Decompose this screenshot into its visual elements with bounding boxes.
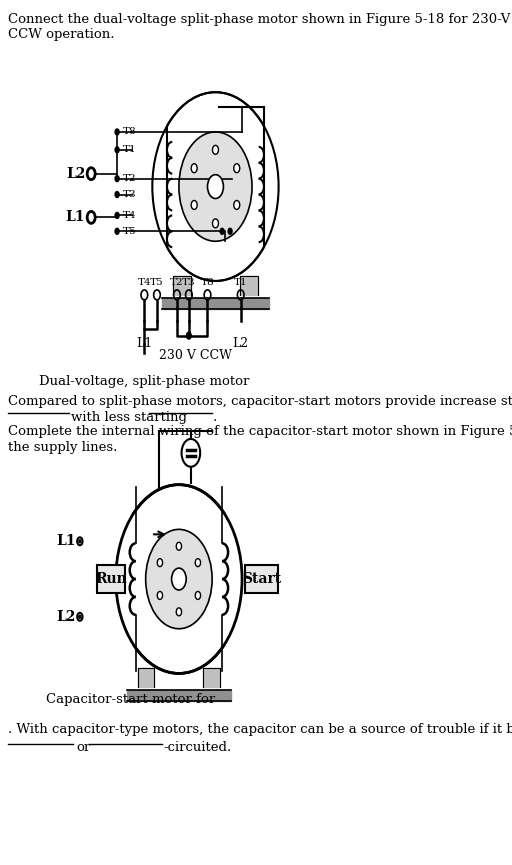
FancyBboxPatch shape (97, 565, 125, 593)
Circle shape (116, 484, 242, 674)
Text: CCW operation.: CCW operation. (8, 28, 115, 41)
Text: T3: T3 (123, 190, 137, 199)
Polygon shape (203, 669, 220, 688)
Text: L2: L2 (232, 337, 249, 350)
Circle shape (172, 568, 186, 590)
Circle shape (186, 332, 191, 339)
Text: -circuited.: -circuited. (164, 741, 232, 754)
Text: the supply lines.: the supply lines. (8, 441, 117, 454)
Text: Capacitor-start motor for: Capacitor-start motor for (46, 694, 215, 707)
Circle shape (87, 211, 95, 223)
Circle shape (176, 608, 182, 616)
Text: T2: T2 (123, 174, 137, 183)
Text: 230 V CCW: 230 V CCW (159, 349, 232, 362)
Circle shape (115, 228, 119, 234)
Circle shape (157, 559, 163, 567)
Circle shape (191, 163, 197, 173)
Polygon shape (173, 276, 191, 295)
Circle shape (115, 176, 119, 182)
Text: L2: L2 (66, 167, 85, 181)
Text: T8: T8 (123, 127, 137, 137)
Text: . With capacitor-type motors, the capacitor can be a source of trouble if it bec: . With capacitor-type motors, the capaci… (8, 723, 512, 736)
Polygon shape (127, 690, 231, 702)
Text: T5: T5 (123, 227, 137, 236)
Text: Connect the dual-voltage split-phase motor shown in Figure 5-18 for 230-V: Connect the dual-voltage split-phase mot… (8, 13, 510, 26)
Circle shape (146, 529, 212, 629)
Text: T8: T8 (201, 279, 215, 287)
Text: Start: Start (242, 572, 281, 586)
Circle shape (234, 163, 240, 173)
Circle shape (220, 228, 224, 234)
Circle shape (153, 93, 279, 281)
Polygon shape (252, 127, 280, 247)
Polygon shape (219, 515, 244, 644)
Text: T5: T5 (150, 279, 164, 287)
Polygon shape (240, 276, 258, 295)
Circle shape (207, 175, 223, 198)
Text: or: or (76, 741, 90, 754)
Text: Dual-voltage, split-phase motor: Dual-voltage, split-phase motor (39, 375, 250, 388)
Circle shape (157, 592, 163, 599)
Text: .: . (213, 411, 217, 424)
Circle shape (115, 129, 119, 135)
Circle shape (191, 201, 197, 209)
Text: with less starting: with less starting (71, 411, 187, 424)
Circle shape (115, 191, 119, 197)
Circle shape (234, 201, 240, 209)
Circle shape (212, 145, 219, 154)
Polygon shape (114, 515, 139, 644)
Text: T1: T1 (234, 279, 247, 287)
Circle shape (195, 559, 201, 567)
Circle shape (79, 615, 81, 618)
Circle shape (179, 132, 252, 241)
Circle shape (195, 592, 201, 599)
Text: T3: T3 (182, 279, 196, 287)
Circle shape (115, 213, 119, 218)
Text: Run: Run (95, 572, 127, 586)
Text: T4: T4 (123, 211, 137, 220)
Text: L1: L1 (56, 535, 76, 548)
Polygon shape (151, 127, 179, 247)
FancyBboxPatch shape (245, 565, 278, 593)
Circle shape (228, 228, 232, 234)
Text: T1: T1 (123, 145, 137, 154)
Circle shape (87, 168, 95, 180)
Polygon shape (138, 669, 154, 688)
Text: T2: T2 (170, 279, 184, 287)
Circle shape (115, 147, 119, 153)
Text: Compared to split-phase motors, capacitor-start motors provide increase starting: Compared to split-phase motors, capacito… (8, 395, 512, 408)
Circle shape (79, 540, 81, 542)
Circle shape (176, 542, 182, 550)
Text: T4: T4 (138, 279, 151, 287)
Text: L1: L1 (66, 210, 85, 224)
Text: Complete the internal wiring of the capacitor-start motor shown in Figure 5-19 t: Complete the internal wiring of the capa… (8, 425, 512, 438)
Text: L1: L1 (136, 337, 153, 350)
Text: L2: L2 (56, 610, 76, 624)
Circle shape (212, 219, 219, 227)
Polygon shape (162, 298, 269, 309)
